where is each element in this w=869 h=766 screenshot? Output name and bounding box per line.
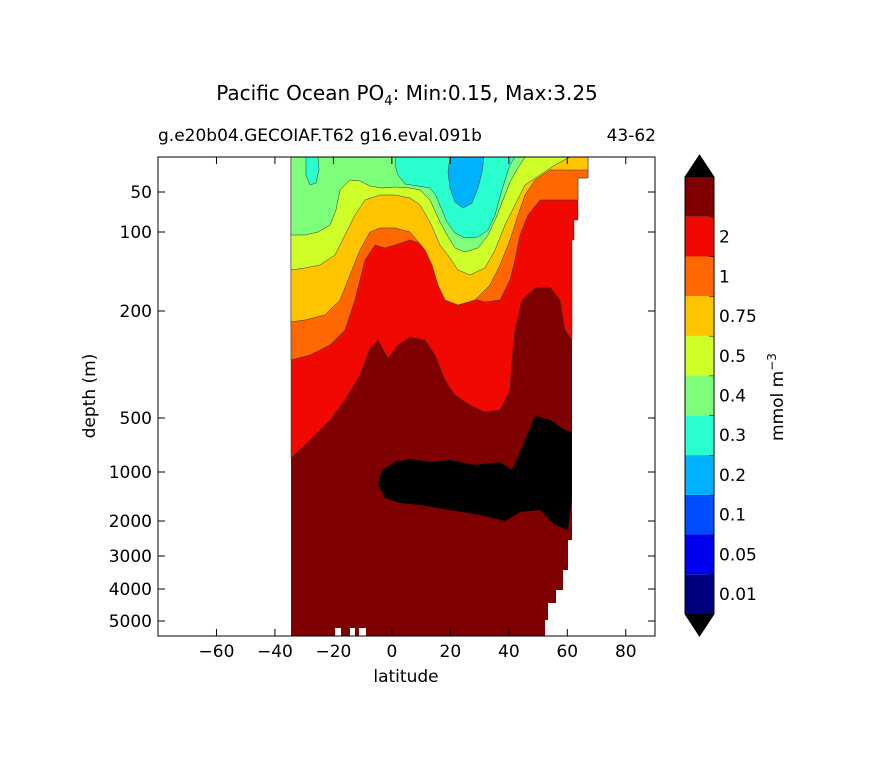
y-tick-label: 1000 [109,463,152,483]
colorbar-tick-label: 0.05 [719,545,757,565]
x-tick-label: 60 [556,642,578,662]
colorbar-segment [685,335,714,376]
colorbar-segment [685,296,714,336]
colorbar-outline [684,154,715,637]
bottom-gap [359,628,366,636]
colorbar-segment [685,216,714,257]
y-tick-label: 5000 [109,612,152,632]
colorbar-extend-bottom [685,614,714,636]
colorbar-tick-label: 0.2 [719,466,746,486]
title-subscript: 4 [384,94,392,109]
y-axis: 50 100 200 500 1000 2000 3000 4000 5000 [109,183,655,632]
field-band-03-blob [305,157,320,186]
y-tick-label: 100 [120,223,152,243]
colorbar-label: mmol m−3 [765,353,788,441]
colorbar-segment [685,415,714,456]
colorbar-segment [685,455,714,495]
title-suffix: : Min:0.15, Max:3.25 [393,81,598,105]
subtitle-right: 43-62 [607,126,656,146]
y-tick-label: 200 [120,302,152,322]
colorbar-segment [685,177,714,217]
colorbar: 0.01 0.05 0.1 0.2 0.3 0.4 0.5 0.75 1 2 [684,154,757,637]
colorbar-segment [685,256,714,297]
colorbar-tick-label: 0.4 [719,387,746,407]
colorbar-label-exponent: −3 [765,353,779,371]
x-tick-label: 0 [386,642,397,662]
x-tick-label: −40 [257,642,293,662]
x-tick-label: 80 [615,642,637,662]
x-axis: −60 −40 −20 0 20 40 60 80 [199,157,637,662]
x-tick-label: −60 [199,642,235,662]
colorbar-tick-label: 0.75 [719,307,757,327]
x-tick-label: 20 [440,642,462,662]
y-tick-label: 50 [130,183,152,203]
colorbar-segment [685,534,714,575]
plot-frame [157,156,656,637]
colorbar-tick-label: 0.1 [719,506,746,526]
colorbar-tick-label: 0.01 [719,585,757,605]
colorbar-segment [685,375,714,416]
colorbar-extend-top [685,155,714,177]
bottom-gap [350,628,355,636]
colorbar-tick-label: 0.3 [719,426,746,446]
field-above-max-region [378,416,572,530]
subtitle-left: g.e20b04.GECOIAF.T62 g16.eval.091b [158,126,482,146]
x-tick-label: −20 [315,642,351,662]
y-tick-label: 3000 [109,547,152,567]
colorbar-segment [685,574,714,614]
y-tick-label: 4000 [109,580,152,600]
field-band-02 [447,157,485,209]
y-tick-label: 500 [120,409,152,429]
colorbar-tick-label: 1 [719,267,730,287]
chart-title: Pacific Ocean PO4: Min:0.15, Max:3.25 [216,81,598,109]
title-prefix: Pacific Ocean PO [216,81,384,105]
colorbar-tick-label: 0.5 [719,347,746,367]
colorbar-segment [685,494,714,535]
plot-area [158,157,655,636]
colorbar-tick-label: 2 [719,228,730,248]
x-axis-label: latitude [373,667,438,687]
bottom-gap [335,628,341,636]
y-axis-label: depth (m) [80,354,100,439]
x-tick-label: 40 [498,642,520,662]
colorbar-label-base: mmol m [768,371,788,441]
y-tick-label: 2000 [109,512,152,532]
